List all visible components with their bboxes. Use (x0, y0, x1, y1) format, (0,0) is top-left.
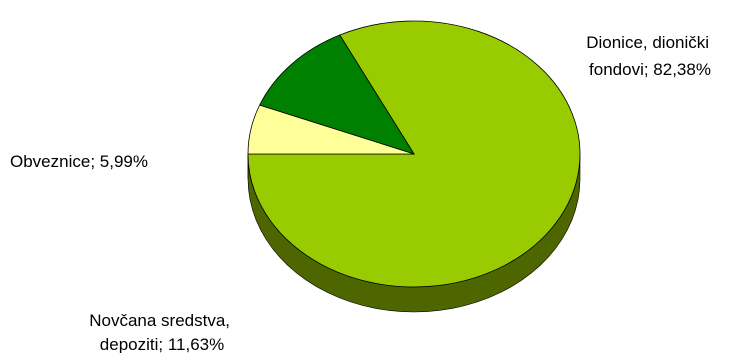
slice-label-dionice: Dionice, dionički fondovi; 82,38% (586, 33, 714, 79)
slice-label-obveznice: Obveznice; 5,99% (10, 152, 148, 171)
pie-slices (247, 20, 581, 288)
slice-label-novcana-sredstva: Novčana sredstva, depoziti; 11,63% (89, 311, 235, 353)
pie-slice-obveznice (247, 104, 415, 155)
pie-slice-novcana-sredstva-depoziti (259, 34, 415, 155)
